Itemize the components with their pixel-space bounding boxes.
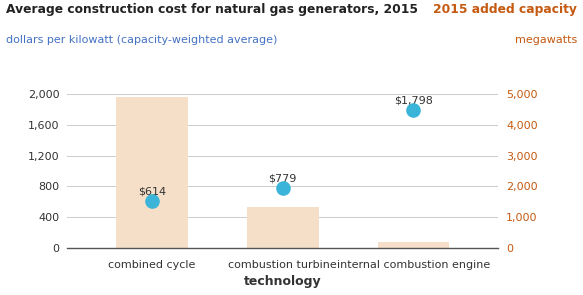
Point [147,198,157,203]
Text: $1,798: $1,798 [394,96,433,106]
Text: dollars per kilowatt (capacity-weighted average): dollars per kilowatt (capacity-weighted … [6,35,277,45]
Bar [378,242,449,248]
Bar [247,207,319,248]
Bar [116,97,188,248]
Point [409,108,418,112]
Point [278,186,287,190]
Text: megawatts: megawatts [515,35,577,45]
Text: $614: $614 [138,186,166,196]
Text: $779: $779 [269,174,297,184]
Text: 2015 added capacity: 2015 added capacity [433,3,577,16]
Text: Average construction cost for natural gas generators, 2015: Average construction cost for natural ga… [6,3,418,16]
X-axis label: technology: technology [244,275,322,288]
